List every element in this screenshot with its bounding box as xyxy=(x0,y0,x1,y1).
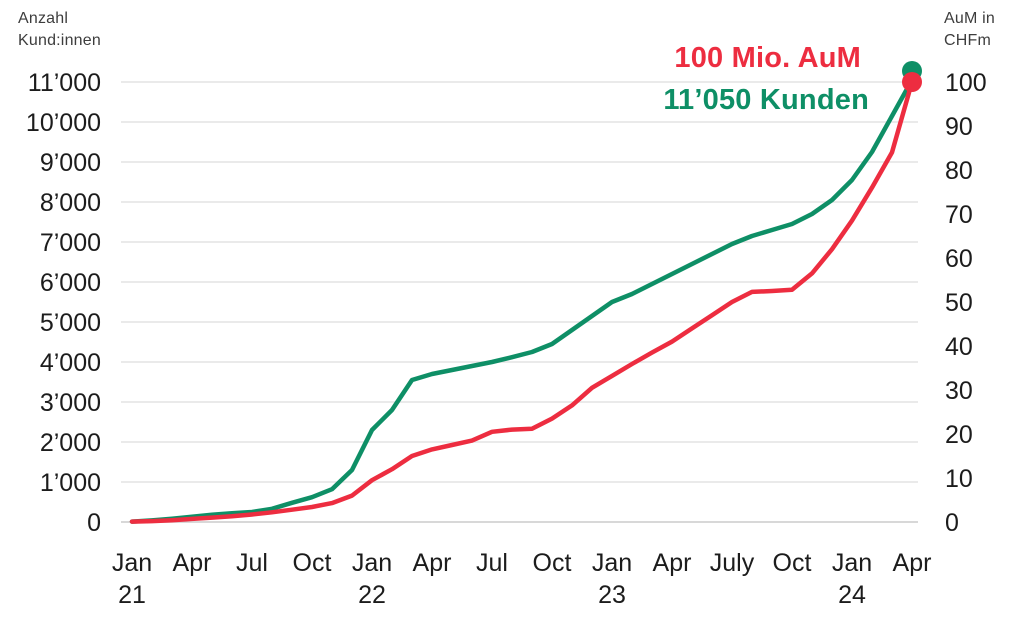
x-axis-tick-label: Jul xyxy=(476,549,508,577)
left-axis-tick-label: 1’000 xyxy=(40,469,101,497)
x-axis-tick-label: Oct xyxy=(773,549,812,577)
kunden-line xyxy=(129,77,915,524)
right-axis-tick-label: 100 xyxy=(945,69,987,97)
left-axis-title-line2: Kund:innen xyxy=(18,32,101,49)
right-axis-tick-label: 20 xyxy=(945,421,973,449)
aum-endpoint-label: 100 Mio. AuM xyxy=(674,42,861,74)
right-axis-tick-label: 50 xyxy=(945,289,973,317)
right-axis-tick-label: 80 xyxy=(945,157,973,185)
kunden-endpoint-label: 11’050 Kunden xyxy=(663,84,869,116)
x-axis-tick-label: Apr xyxy=(893,549,932,577)
x-axis-year-label: 23 xyxy=(598,581,626,609)
left-axis-tick-label: 4’000 xyxy=(40,349,101,377)
left-axis-tick-label: 9’000 xyxy=(40,149,101,177)
right-axis-title-line1: AuM in xyxy=(944,10,995,27)
x-axis-year-label: 21 xyxy=(118,581,146,609)
x-axis-tick-label: Apr xyxy=(413,549,452,577)
right-axis-tick-label: 40 xyxy=(945,333,973,361)
right-axis-tick-label: 70 xyxy=(945,201,973,229)
left-axis-title-line1: Anzahl xyxy=(18,10,69,27)
right-axis-title-line2: CHFm xyxy=(944,32,992,49)
x-axis-tick-label: Jan xyxy=(352,549,392,577)
right-axis-tick-label: 10 xyxy=(945,465,973,493)
x-axis-tick-label: Apr xyxy=(653,549,692,577)
right-axis-tick-label: 0 xyxy=(945,509,959,537)
right-axis-tick-label: 30 xyxy=(945,377,973,405)
x-axis-year-label: 24 xyxy=(838,581,866,609)
right-axis-tick-label: 90 xyxy=(945,113,973,141)
left-axis-tick-label: 0 xyxy=(87,509,101,537)
right-axis-title: AuM in CHFm xyxy=(944,8,995,52)
aum-line xyxy=(129,79,915,524)
x-axis-tick-label: Oct xyxy=(533,549,572,577)
left-axis-tick-label: 11’000 xyxy=(28,69,101,97)
left-axis-tick-label: 5’000 xyxy=(40,309,101,337)
left-axis-title: Anzahl Kund:innen xyxy=(18,8,101,52)
x-axis-tick-label: Jan xyxy=(832,549,872,577)
left-axis-tick-label: 7’000 xyxy=(40,229,101,257)
left-axis-tick-label: 2’000 xyxy=(40,429,101,457)
left-axis-tick-label: 3’000 xyxy=(40,389,101,417)
x-axis-tick-label: Jul xyxy=(236,549,268,577)
left-axis-tick-label: 8’000 xyxy=(40,189,101,217)
x-axis-tick-label: July xyxy=(710,549,755,577)
x-axis-tick-label: Jan xyxy=(112,549,152,577)
x-axis-tick-label: Jan xyxy=(592,549,632,577)
right-axis-tick-label: 60 xyxy=(945,245,973,273)
left-axis-tick-label: 10’000 xyxy=(26,109,101,137)
x-axis-year-label: 22 xyxy=(358,581,386,609)
x-axis-tick-label: Oct xyxy=(293,549,332,577)
x-axis-tick-label: Apr xyxy=(173,549,212,577)
left-axis-tick-label: 6’000 xyxy=(40,269,101,297)
aum-endpoint-dot xyxy=(902,72,922,92)
